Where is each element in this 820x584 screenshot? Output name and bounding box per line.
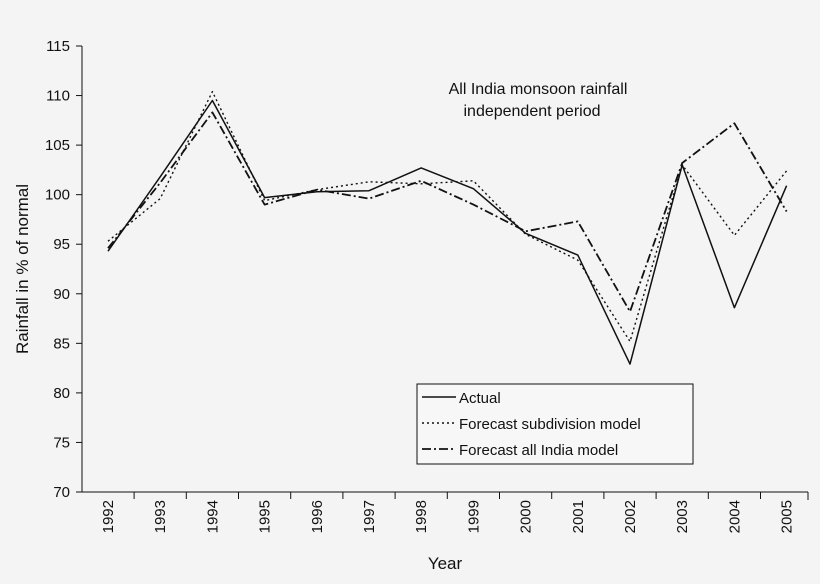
x-tick-label: 1993 (152, 500, 169, 533)
legend-label-actual: Actual (459, 390, 501, 407)
x-tick-label: 1999 (465, 500, 482, 533)
y-tick-label: 80 (53, 385, 70, 402)
legend-label-subdivision: Forecast subdivision model (459, 416, 641, 433)
x-tick-label: 1992 (100, 500, 117, 533)
y-tick-label: 115 (46, 38, 70, 55)
x-tick-label: 2004 (726, 500, 743, 533)
y-tick-label: 75 (53, 434, 70, 451)
legend-box (416, 383, 694, 465)
x-axis-label: Year (428, 554, 463, 573)
y-axis-label: Rainfall in % of normal (13, 184, 32, 354)
y-ticks: 70 75 80 85 90 95 100 105 110 115 (45, 38, 82, 501)
series-layer (107, 90, 788, 365)
y-tick-label: 85 (53, 335, 70, 352)
axes (81, 46, 809, 500)
x-tick-label: 1994 (204, 500, 221, 533)
y-tick-label: 90 (53, 286, 70, 303)
legend-label-all-india: Forecast all India model (459, 442, 618, 459)
y-tick-label: 95 (53, 236, 70, 253)
x-ticks: 1992 1993 1994 1995 1996 1997 1998 1999 2000 2001… (100, 492, 796, 533)
x-tick-label: 2003 (674, 500, 691, 533)
series-line-2 (107, 111, 788, 313)
series-line-0 (107, 99, 788, 365)
x-tick-label: 1997 (361, 500, 378, 533)
x-tick-label: 1998 (413, 500, 430, 533)
y-tick-label: 100 (45, 187, 70, 204)
x-tick-label: 1995 (257, 500, 274, 533)
annotation-line-2: independent period (463, 103, 600, 120)
x-tick-label: 2005 (779, 500, 796, 533)
x-tick-label: 2000 (518, 500, 535, 533)
annotation-line-1: All India monsoon rainfall (449, 81, 628, 98)
legend: Actual Forecast subdivision model Foreca… (416, 383, 694, 465)
y-tick-label: 110 (46, 88, 70, 105)
series-line-1 (107, 90, 788, 343)
y-tick-label: 105 (45, 137, 70, 154)
x-tick-label: 2001 (570, 500, 587, 533)
y-tick-label: 70 (53, 484, 70, 501)
x-tick-label: 1996 (309, 500, 326, 533)
x-tick-label: 2002 (622, 500, 639, 533)
